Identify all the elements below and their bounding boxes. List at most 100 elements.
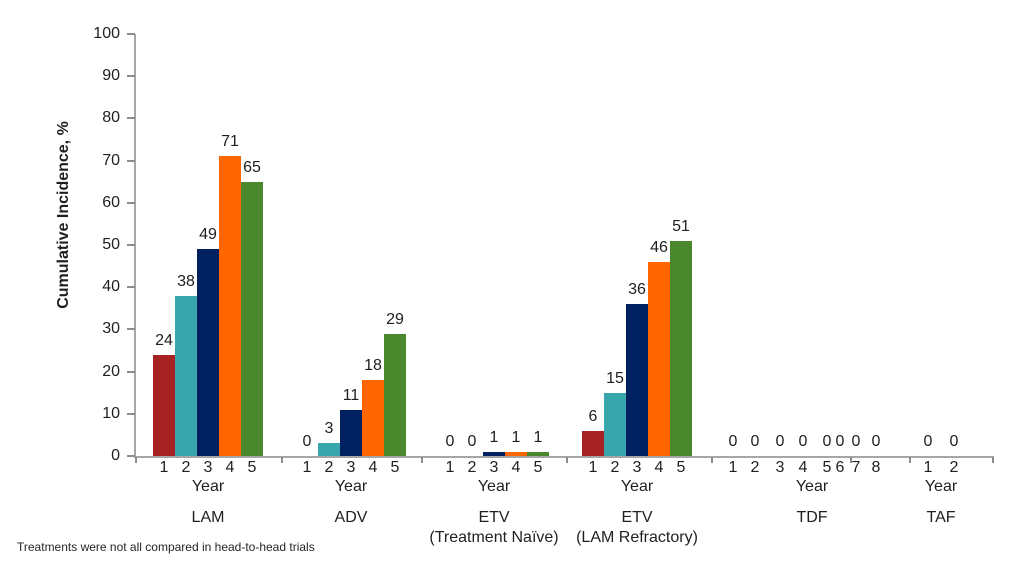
y-tick-label: 40 [102,278,120,295]
bar-value-label: 0 [949,433,959,450]
y-tick-label: 80 [102,109,120,126]
year-tick-label: 1 [728,459,738,476]
group-sublabel: (LAM Refractory) [576,529,698,546]
year-tick-label: 2 [467,459,477,476]
bar [318,443,340,456]
year-tick-label: 7 [851,459,861,476]
year-tick-label: 4 [798,459,808,476]
x-tick-mark [850,457,852,463]
year-tick-label: 5 [822,459,832,476]
year-tick-label: 1 [302,459,312,476]
group-label: ETV [621,509,653,526]
y-tick-mark [127,413,135,415]
bar-value-label: 0 [923,433,933,450]
bar [153,355,175,456]
bar [241,182,263,456]
y-tick-label: 0 [111,447,120,464]
year-tick-label: 3 [775,459,785,476]
year-axis-label: Year [477,478,511,495]
y-tick-label: 90 [102,67,120,84]
bar-value-label: 36 [628,281,646,298]
year-tick-label: 1 [159,459,169,476]
year-tick-label: 3 [632,459,642,476]
bar-value-label: 0 [798,433,808,450]
group-label: LAM [191,509,225,526]
y-tick-label: 10 [102,405,120,422]
year-tick-label: 1 [923,459,933,476]
y-tick-label: 100 [93,25,120,42]
x-tick-mark [135,457,137,463]
bar-value-label: 3 [324,420,334,437]
x-tick-mark [992,457,994,463]
year-tick-label: 4 [368,459,378,476]
year-tick-label: 2 [750,459,760,476]
bar-value-label: 0 [750,433,760,450]
y-tick-mark [127,371,135,373]
x-tick-mark [909,457,911,463]
group-label: TAF [926,509,956,526]
y-tick-mark [127,33,135,35]
bar [384,334,406,456]
bar-value-label: 1 [511,429,521,446]
bar-value-label: 65 [243,159,261,176]
bar-value-label: 1 [489,429,499,446]
year-axis-label: Year [191,478,225,495]
bar [505,452,527,456]
bar-value-label: 49 [199,226,217,243]
year-tick-label: 3 [346,459,356,476]
year-tick-label: 3 [489,459,499,476]
bar-value-label: 29 [386,311,404,328]
x-tick-mark [281,457,283,463]
year-tick-label: 1 [445,459,455,476]
y-tick-mark [127,202,135,204]
bar [626,304,648,456]
bar [582,431,604,456]
year-tick-label: 4 [225,459,235,476]
bar [527,452,549,456]
y-tick-mark [127,328,135,330]
year-tick-label: 5 [533,459,543,476]
bar-value-label: 24 [155,332,173,349]
bar-value-label: 71 [221,133,239,150]
year-tick-label: 2 [610,459,620,476]
x-tick-mark [566,457,568,463]
bar-value-label: 0 [775,433,785,450]
y-tick-label: 30 [102,320,120,337]
x-tick-mark [711,457,713,463]
group-label: ADV [334,509,368,526]
bar-value-label: 0 [822,433,832,450]
y-tick-label: 70 [102,152,120,169]
year-tick-label: 8 [871,459,881,476]
year-tick-label: 4 [654,459,664,476]
year-tick-label: 5 [676,459,686,476]
year-axis-label: Year [620,478,654,495]
bar-value-label: 38 [177,273,195,290]
bar [483,452,505,456]
bar [175,296,197,456]
group-label: ETV [478,509,510,526]
bar-value-label: 46 [650,239,668,256]
year-tick-label: 3 [203,459,213,476]
y-tick-mark [127,117,135,119]
year-tick-label: 4 [511,459,521,476]
bar-value-label: 51 [672,218,690,235]
x-axis-line [134,456,994,458]
group-label: TDF [796,509,828,526]
bar [670,241,692,456]
bar-value-label: 18 [364,357,382,374]
bar-value-label: 0 [851,433,861,450]
y-tick-label: 20 [102,363,120,380]
bar [604,393,626,456]
y-tick-mark [127,75,135,77]
year-tick-label: 1 [588,459,598,476]
bar-value-label: 0 [835,433,845,450]
y-tick-mark [127,286,135,288]
year-axis-label: Year [924,478,958,495]
bar [219,156,241,456]
bar-value-label: 0 [467,433,477,450]
footnote: Treatments were not all compared in head… [17,540,315,554]
bar-value-label: 15 [606,370,624,387]
year-axis-label: Year [334,478,368,495]
bar [648,262,670,456]
